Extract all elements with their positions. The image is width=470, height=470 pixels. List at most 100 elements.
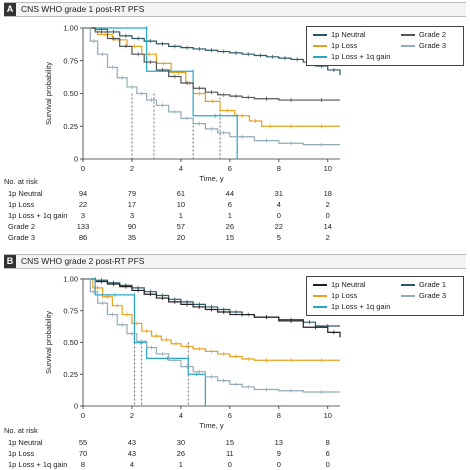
risk-row: 1p Neutral 94 79 61 44 31 18 [0,188,470,199]
risk-value: 15 [225,233,235,242]
legend-item: 1p Neutral [313,280,366,290]
risk-row-label: 1p Neutral [8,189,43,198]
legend-label: 1p Neutral [331,280,366,289]
risk-value: 15 [225,438,235,447]
series-line-1p-loss [83,27,340,127]
risk-value: 86 [78,233,88,242]
legend-swatch [313,295,327,298]
legend-item: Grade 1 [401,280,446,290]
y-axis-label-0: Survival probability [44,62,53,125]
panel-b-title: CNS WHO grade 2 post-RT PFS [21,256,145,266]
risk-table-b-heading: No. at risk [4,426,38,435]
y-tick-label-0: 1.00 [63,24,78,33]
legend-label: Grade 2 [419,30,447,39]
risk-value: 3 [80,211,86,220]
risk-row-label: 1p Neutral [8,438,43,447]
legend-swatch [313,45,327,48]
risk-row: 1p Loss + 1q gain 3 3 1 1 0 0 [0,210,470,221]
legend-label: Grade 3 [419,41,447,50]
legend-label: 1p Loss [331,41,358,50]
risk-value: 44 [225,189,235,198]
risk-value: 1 [178,460,183,469]
panel-b-header: B CNS WHO grade 2 post-RT PFS [4,254,466,269]
panel-a: A CNS WHO grade 1 post-RT PFS 0 0.25 0.50 0… [0,2,470,242]
x-tick-label-1: 2 [130,411,134,420]
y-tick-label-0: 0 [74,155,78,164]
x-tick-label-0: 4 [179,164,183,173]
series-line-1p-loss [83,278,340,361]
risk-value: 6 [325,449,330,458]
legend-swatch [313,56,327,59]
legend-item: 1p Loss + 1q gain [313,52,390,62]
risk-row-label: Grade 3 [8,233,36,242]
legend-swatch [313,306,327,309]
risk-value: 133 [76,222,90,231]
legend-item: 1p Loss + 1q gain [313,302,390,312]
risk-value: 90 [127,222,137,231]
risk-value: 22 [274,222,283,231]
x-axis-label-1: Time, y [199,421,224,430]
panel-b: B CNS WHO grade 2 post-RT PFS 0 0.25 0.50 0… [0,252,470,469]
risk-value: 26 [225,222,235,231]
risk-value: 57 [176,222,186,231]
risk-value: 94 [78,189,88,198]
y-axis-label-1: Survival probability [44,311,53,374]
risk-value: 30 [176,438,186,447]
risk-value: 31 [274,189,283,198]
risk-row-label: 1p Loss + 1q gain [8,211,68,220]
risk-row: Grade 3 86 35 20 15 5 2 [0,232,470,243]
risk-row-label: Grade 2 [8,222,36,231]
legend-item: 1p Loss [313,291,357,301]
risk-row: Grade 2 133 90 57 26 22 14 [0,221,470,232]
risk-value: 79 [127,189,137,198]
risk-value: 3 [129,211,135,220]
risk-value: 5 [276,233,281,242]
x-tick-label-1: 4 [179,411,183,420]
x-tick-label-0: 10 [324,164,332,173]
risk-value: 0 [227,460,232,469]
legend-label: 1p Loss [331,291,358,300]
risk-value: 0 [325,460,330,469]
risk-value: 8 [325,438,330,447]
legend-swatch [313,34,327,37]
series-line-1p-loss-1q-gain [83,278,206,406]
risk-value: 10 [176,200,186,209]
series-line-1p-neutral [83,278,341,338]
plot-a: 0 0.25 0.50 0.75 1.00 0 2 4 6 8 10 Time, y Survival … [44,24,341,183]
legend-item: 1p Loss [313,41,357,51]
series-line-1p-neutral [83,27,341,76]
risk-value: 0 [325,211,330,220]
legend-b: 1p Neutral 1p Loss 1p Loss + 1q gain Grade … [306,276,464,316]
risk-value: 18 [323,189,332,198]
y-tick-label-0: 0.75 [63,56,78,65]
risk-value: 2 [325,233,330,242]
legend-label: Grade 3 [419,291,447,300]
series-line-grade-3 [83,27,340,146]
panel-a-header: A CNS WHO grade 1 post-RT PFS [4,2,466,17]
y-tick-label-1: 0.50 [63,338,78,347]
risk-row: 1p Loss 22 17 10 6 4 2 [0,199,470,210]
x-tick-label-1: 10 [324,411,332,420]
legend-swatch [401,34,415,37]
risk-row-label: 1p Loss + 1q gain [8,460,68,469]
legend-label: 1p Neutral [331,30,366,39]
legend-a: 1p Neutral 1p Loss 1p Loss + 1q gain Grade … [306,26,464,66]
risk-row: 1p Loss 70 43 26 11 9 6 [0,448,470,459]
risk-row-label: 1p Loss [8,449,35,458]
legend-label: 1p Loss + 1q gain [331,52,391,61]
legend-item: Grade 3 [401,291,446,301]
risk-value: 4 [276,200,281,209]
legend-swatch [313,284,327,287]
risk-value: 13 [274,438,283,447]
x-tick-label-0: 2 [130,164,134,173]
panel-a-title: CNS WHO grade 1 post-RT PFS [21,4,145,14]
risk-value: 0 [276,460,281,469]
risk-row-label: 1p Loss [8,200,35,209]
series-line-grade-2 [83,27,340,101]
risk-row: 1p Neutral 55 43 30 15 13 8 [0,437,470,448]
x-axis-label-0: Time, y [199,174,224,183]
risk-value: 1 [227,211,232,220]
panel-b-letter: B [4,255,16,268]
risk-value: 35 [127,233,137,242]
y-tick-label-1: 0.75 [63,306,78,315]
